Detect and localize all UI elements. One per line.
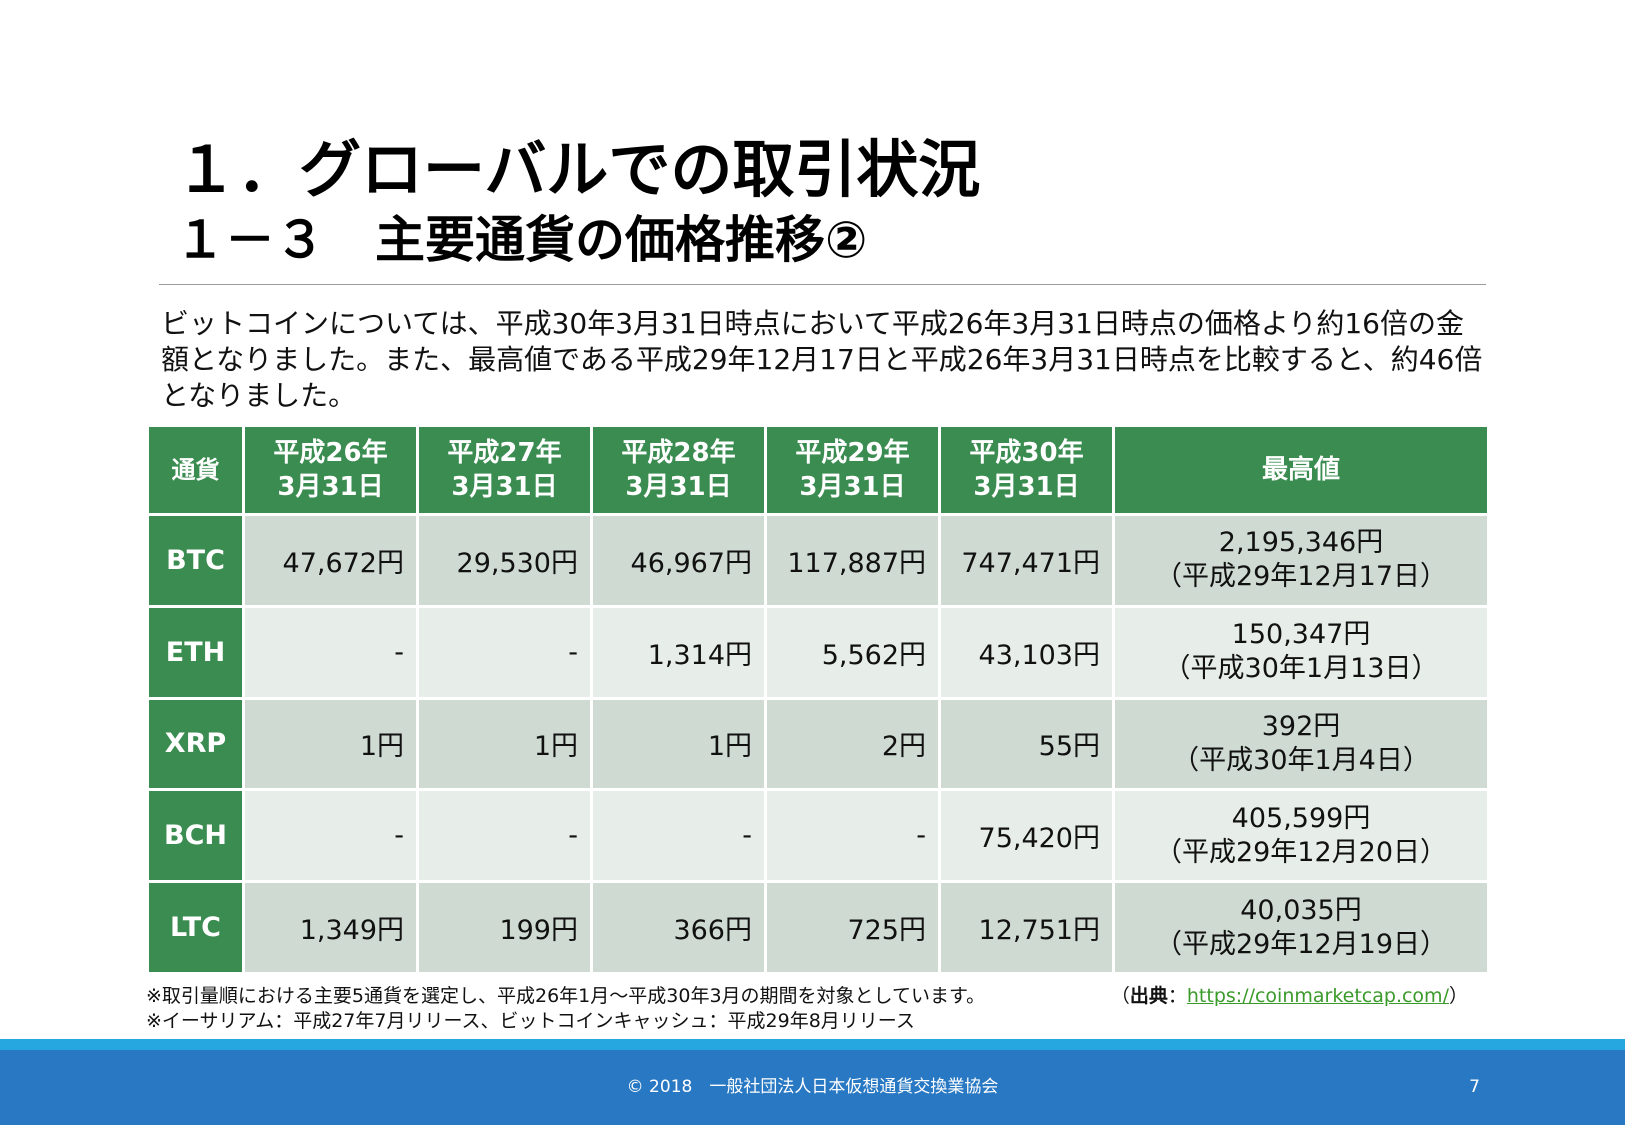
high-price-value: 392円	[1261, 710, 1341, 742]
column-header-year: 平成26年	[273, 438, 388, 468]
column-header-h27: 平成27年 3月31日	[416, 424, 593, 516]
source-close-paren: ）	[1448, 985, 1468, 1007]
source-citation: （出典：https://coinmarketcap.com/）	[1111, 984, 1468, 1009]
price-cell: 43,103円	[938, 604, 1115, 700]
high-price-date: （平成29年12月20日）	[1154, 836, 1448, 868]
price-cell: -	[416, 788, 593, 884]
column-header-year: 平成29年	[795, 438, 910, 468]
price-cell: 117,887円	[764, 513, 941, 608]
high-price-value: 150,347円	[1231, 619, 1371, 651]
table-row-btc: BTC 47,672円 29,530円 46,967円 117,887円 747…	[146, 513, 1490, 608]
column-header-currency: 通貨	[146, 424, 245, 516]
footer-accent-strip	[0, 1039, 1625, 1050]
high-price-cell: 392円 （平成30年1月4日）	[1112, 696, 1490, 792]
footnotes: ※取引量順における主要5通貨を選定し、平成26年1月～平成30年3月の期間を対象…	[146, 984, 1487, 1034]
price-cell: 1円	[416, 696, 593, 792]
column-header-year: 平成27年	[447, 438, 562, 468]
column-header-h28: 平成28年 3月31日	[590, 424, 767, 516]
column-header-h29: 平成29年 3月31日	[764, 424, 941, 516]
price-cell: 75,420円	[938, 788, 1115, 884]
intro-paragraph: ビットコインについては、平成30年3月31日時点において平成26年3月31日時点…	[161, 307, 1483, 412]
column-header-year: 平成30年	[969, 438, 1084, 468]
high-price-date: （平成29年12月19日）	[1154, 928, 1448, 960]
table-row-xrp: XRP 1円 1円 1円 2円 55円 392円 （平成30年1月4日）	[146, 696, 1490, 792]
column-header-h30: 平成30年 3月31日	[938, 424, 1115, 516]
source-open-paren: （	[1110, 985, 1130, 1007]
page-subtitle: １－３ 主要通貨の価格推移②	[175, 211, 868, 269]
title-divider	[159, 284, 1486, 285]
source-link[interactable]: https://coinmarketcap.com/	[1186, 985, 1449, 1007]
price-cell: 55円	[938, 696, 1115, 792]
column-header-h26: 平成26年 3月31日	[242, 424, 419, 516]
column-header-label: 通貨	[171, 456, 220, 484]
column-header-date: 3月31日	[277, 472, 384, 502]
column-header-date: 3月31日	[799, 472, 906, 502]
source-separator: ：	[1167, 985, 1187, 1007]
price-cell: 747,471円	[938, 513, 1115, 608]
high-price-value: 40,035円	[1240, 894, 1362, 926]
high-price-cell: 40,035円 （平成29年12月19日）	[1112, 880, 1490, 975]
high-price-date: （平成29年12月17日）	[1154, 561, 1448, 593]
footer-bar: © 2018 一般社団法人日本仮想通貨交換業協会 7	[0, 1050, 1625, 1125]
price-cell: 2円	[764, 696, 941, 792]
column-header-year: 平成28年	[621, 438, 736, 468]
currency-cell: LTC	[146, 880, 245, 975]
price-cell: -	[590, 788, 767, 884]
column-header-label: 最高値	[1261, 455, 1340, 485]
price-cell: -	[416, 604, 593, 700]
price-cell: -	[242, 788, 419, 884]
currency-cell: BCH	[146, 788, 245, 884]
source-label: 出典	[1129, 985, 1168, 1007]
price-cell: 1円	[590, 696, 767, 792]
price-cell: 1,314円	[590, 604, 767, 700]
footnote-selection: ※取引量順における主要5通貨を選定し、平成26年1月～平成30年3月の期間を対象…	[146, 985, 986, 1007]
high-price-value: 2,195,346円	[1218, 527, 1384, 559]
price-cell: 725円	[764, 880, 941, 975]
price-cell: 47,672円	[242, 513, 419, 608]
price-cell: 199円	[416, 880, 593, 975]
table-row-bch: BCH - - - - 75,420円 405,599円 （平成29年12月20日…	[146, 788, 1490, 884]
table-header-row: 通貨 平成26年 3月31日 平成27年 3月31日 平成28年 3月31日 平成29…	[146, 424, 1490, 516]
high-price-cell: 150,347円 （平成30年1月13日）	[1112, 604, 1490, 700]
column-header-date: 3月31日	[451, 472, 558, 502]
price-cell: 1円	[242, 696, 419, 792]
high-price-value: 405,599円	[1231, 802, 1371, 834]
price-table: 通貨 平成26年 3月31日 平成27年 3月31日 平成28年 3月31日 平成29…	[146, 424, 1490, 975]
column-header-date: 3月31日	[625, 472, 732, 502]
price-cell: 29,530円	[416, 513, 593, 608]
page-number: 7	[1469, 1077, 1480, 1097]
price-cell: -	[242, 604, 419, 700]
high-price-cell: 405,599円 （平成29年12月20日）	[1112, 788, 1490, 884]
price-cell: 12,751円	[938, 880, 1115, 975]
currency-cell: XRP	[146, 696, 245, 792]
price-cell: -	[764, 788, 941, 884]
high-price-date: （平成30年1月13日）	[1163, 653, 1439, 685]
high-price-date: （平成30年1月4日）	[1172, 744, 1430, 776]
currency-cell: BTC	[146, 513, 245, 608]
price-cell: 46,967円	[590, 513, 767, 608]
footnote-release: ※イーサリアム：平成27年7月リリース、ビットコインキャッシュ：平成29年8月リ…	[146, 1010, 915, 1032]
price-cell: 366円	[590, 880, 767, 975]
table-row-ltc: LTC 1,349円 199円 366円 725円 12,751円 40,035…	[146, 880, 1490, 975]
table-row-eth: ETH - - 1,314円 5,562円 43,103円 150,347円 （平…	[146, 604, 1490, 700]
price-cell: 1,349円	[242, 880, 419, 975]
column-header-date: 3月31日	[973, 472, 1080, 502]
price-cell: 5,562円	[764, 604, 941, 700]
high-price-cell: 2,195,346円 （平成29年12月17日）	[1112, 513, 1490, 608]
page-title: １．グローバルでの取引状況	[175, 133, 981, 206]
currency-cell: ETH	[146, 604, 245, 700]
column-header-high: 最高値	[1112, 424, 1490, 516]
copyright-text: © 2018 一般社団法人日本仮想通貨交換業協会	[626, 1077, 999, 1097]
